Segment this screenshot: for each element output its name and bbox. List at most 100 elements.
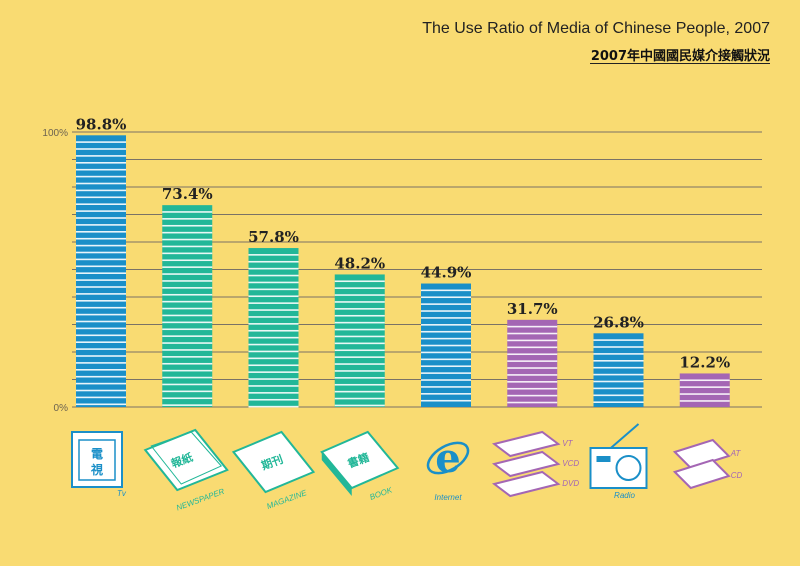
title-underline xyxy=(590,63,770,64)
bar-stripe xyxy=(162,224,213,227)
svg-text:DVD: DVD xyxy=(562,479,579,488)
bar-stripe xyxy=(162,273,213,275)
svg-text:CD: CD xyxy=(731,471,743,480)
bar-stripe xyxy=(76,141,126,143)
bar-stripe xyxy=(248,329,299,332)
bar-stripe xyxy=(76,334,126,337)
bar-stripe xyxy=(334,349,385,352)
bar-stripe xyxy=(76,286,126,288)
bar-stripe xyxy=(248,309,299,311)
bar-stripe xyxy=(162,245,213,248)
bar-stripe xyxy=(76,224,126,226)
bar xyxy=(593,333,644,407)
bar-stripe xyxy=(507,325,558,328)
bar-stripe xyxy=(593,366,644,369)
bar-stripe xyxy=(248,260,299,263)
category-label: NEWSPAPER xyxy=(175,487,226,513)
gridlines xyxy=(72,131,762,408)
chart-title: The Use Ratio of Media of Chinese People… xyxy=(422,20,770,37)
bar-stripe xyxy=(248,302,299,304)
bars xyxy=(76,135,730,408)
value-labels: 98.8% 73.4% 57.8% 48.2% 44.9% 31.7% 26.8% 12.2% xyxy=(76,115,731,371)
bar-stripe xyxy=(76,189,126,192)
bar-stripe xyxy=(162,404,213,406)
bar-stripe xyxy=(76,389,126,392)
bar-fill xyxy=(679,373,730,407)
bar-stripe xyxy=(76,341,126,343)
audio-media-icon: AT CD xyxy=(672,438,743,490)
bar-stripe xyxy=(334,390,385,393)
bar-stripe xyxy=(421,399,471,402)
bar-stripe xyxy=(334,356,385,358)
bar-stripe xyxy=(248,378,299,380)
chart-subtitle: 2007年中國國民媒介接觸狀況 xyxy=(590,49,770,64)
bar-stripe xyxy=(162,383,213,386)
bar-stripe xyxy=(334,335,385,338)
bar-stripe xyxy=(76,320,126,323)
bar-stripe xyxy=(76,300,126,302)
bar-stripe xyxy=(248,357,299,360)
y-axis-ticks: 0% 100% xyxy=(42,128,68,414)
bar-stripe xyxy=(421,303,471,305)
bar-fill xyxy=(162,205,213,407)
internet-icon: e Internet xyxy=(426,435,470,502)
category-label: BOOK xyxy=(368,485,393,502)
value-label: 26.8% xyxy=(593,313,644,331)
bar-stripe xyxy=(76,155,126,157)
bar-stripe xyxy=(593,380,644,383)
video-media-icon: VT VCD DVD xyxy=(491,430,579,498)
bar-stripe xyxy=(76,175,126,178)
value-label: 12.2% xyxy=(679,353,730,371)
bar-stripe xyxy=(507,346,558,349)
bar xyxy=(679,373,730,407)
bar-stripe xyxy=(248,350,299,353)
bar-stripe xyxy=(76,279,126,281)
bar-stripe xyxy=(162,293,213,296)
bar-stripe xyxy=(593,346,644,348)
bar-stripe xyxy=(334,314,385,317)
bar xyxy=(248,248,299,408)
bar-stripe xyxy=(507,360,558,362)
value-label: 57.8% xyxy=(248,228,299,246)
bar-stripe xyxy=(162,342,213,344)
bar-stripe xyxy=(248,364,299,367)
category-label: Radio xyxy=(614,491,635,500)
bar-stripe xyxy=(421,379,471,381)
bar-stripe xyxy=(76,237,126,240)
bar-stripe xyxy=(76,313,126,316)
value-label: 48.2% xyxy=(334,254,385,272)
bar-stripe xyxy=(334,280,385,283)
category-label: Internet xyxy=(434,493,462,502)
bar-stripe xyxy=(421,296,471,299)
bar-stripe xyxy=(248,323,299,325)
bar-stripe xyxy=(248,274,299,277)
bar-stripe xyxy=(507,387,558,390)
bar-stripe xyxy=(76,182,126,185)
bar-stripe xyxy=(421,365,471,368)
bar-stripe xyxy=(593,339,644,341)
bar-stripe xyxy=(162,321,213,324)
bar-stripe xyxy=(162,397,213,400)
bar-stripe xyxy=(248,288,299,291)
value-label: 44.9% xyxy=(421,264,472,282)
bar-stripe xyxy=(248,281,299,284)
bar-stripe xyxy=(162,259,213,262)
bar-stripe xyxy=(507,394,558,397)
bar-stripe xyxy=(334,321,385,324)
bar-stripe xyxy=(334,328,385,331)
svg-text:AT: AT xyxy=(730,449,742,458)
bar-stripe xyxy=(76,272,126,274)
bar-stripe xyxy=(162,300,213,303)
bar-stripe xyxy=(334,363,385,365)
bar-stripe xyxy=(421,344,471,347)
bar-stripe xyxy=(76,148,126,150)
bar-stripe xyxy=(162,307,213,310)
bar-stripe xyxy=(248,295,299,298)
bar-stripe xyxy=(76,375,126,378)
bar-stripe xyxy=(679,393,730,395)
y-tick-label: 100% xyxy=(42,128,68,139)
bar xyxy=(507,319,558,407)
bar-fill xyxy=(248,248,299,407)
